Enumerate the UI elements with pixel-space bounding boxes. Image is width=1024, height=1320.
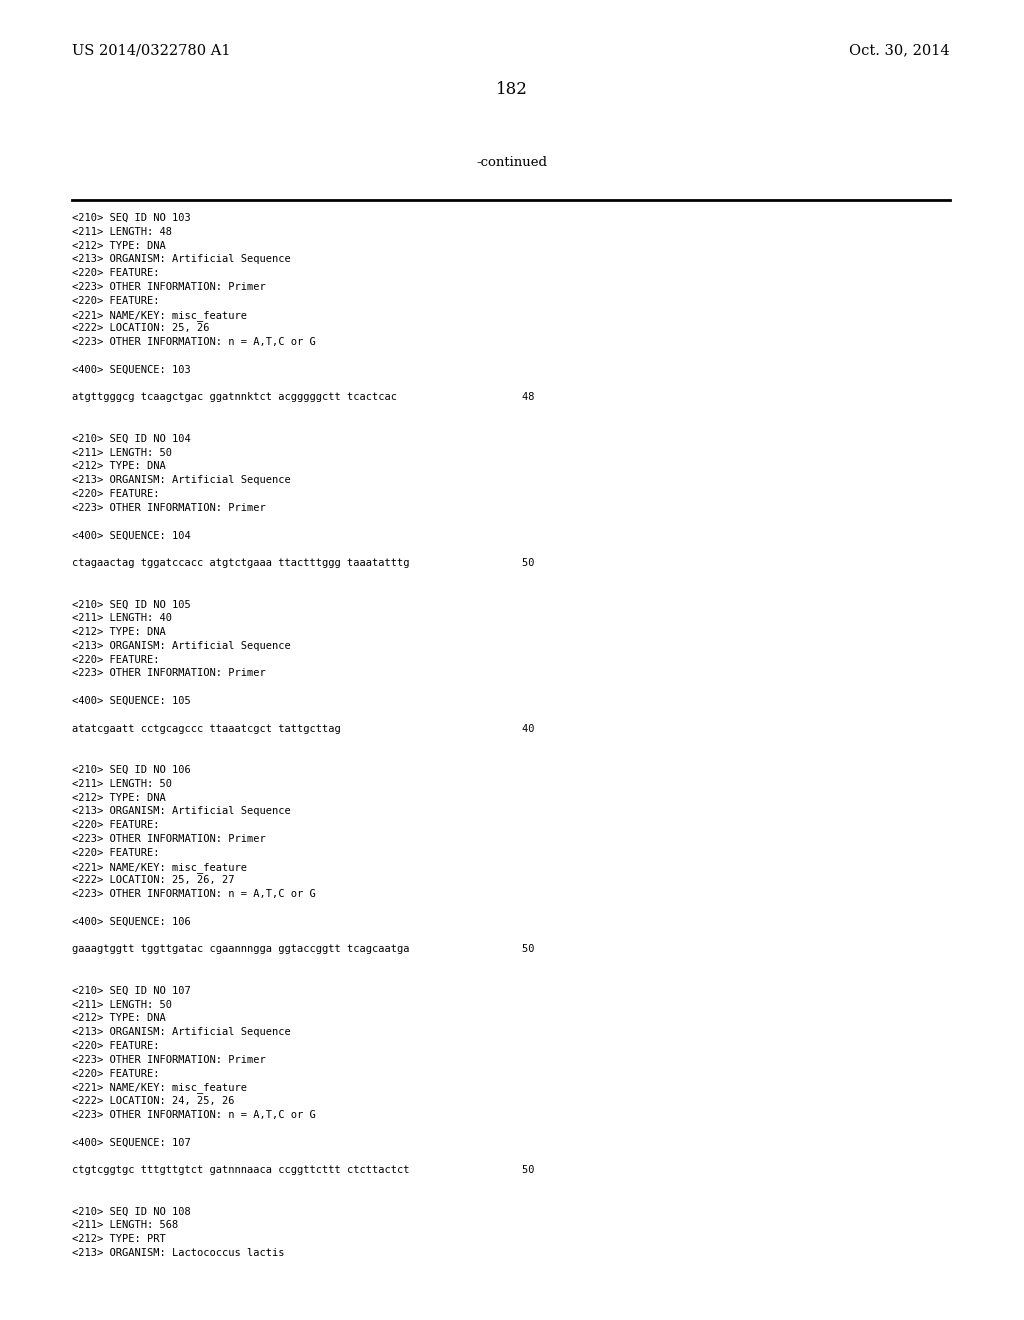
Text: <220> FEATURE:: <220> FEATURE: [72,847,160,858]
Text: <221> NAME/KEY: misc_feature: <221> NAME/KEY: misc_feature [72,310,247,321]
Text: atgttgggcg tcaagctgac ggatnnktct acgggggctt tcactcac                    48: atgttgggcg tcaagctgac ggatnnktct acggggg… [72,392,535,403]
Text: US 2014/0322780 A1: US 2014/0322780 A1 [72,44,230,57]
Text: <212> TYPE: DNA: <212> TYPE: DNA [72,240,166,251]
Text: <220> FEATURE:: <220> FEATURE: [72,488,160,499]
Text: <212> TYPE: PRT: <212> TYPE: PRT [72,1234,166,1245]
Text: <213> ORGANISM: Artificial Sequence: <213> ORGANISM: Artificial Sequence [72,640,291,651]
Text: <221> NAME/KEY: misc_feature: <221> NAME/KEY: misc_feature [72,862,247,873]
Text: <223> OTHER INFORMATION: Primer: <223> OTHER INFORMATION: Primer [72,834,266,843]
Text: <213> ORGANISM: Artificial Sequence: <213> ORGANISM: Artificial Sequence [72,475,291,486]
Text: <210> SEQ ID NO 108: <210> SEQ ID NO 108 [72,1206,190,1217]
Text: <223> OTHER INFORMATION: Primer: <223> OTHER INFORMATION: Primer [72,282,266,292]
Text: <220> FEATURE:: <220> FEATURE: [72,655,160,664]
Text: ctagaactag tggatccacc atgtctgaaa ttactttggg taaatatttg                  50: ctagaactag tggatccacc atgtctgaaa ttacttt… [72,558,535,568]
Text: <212> TYPE: DNA: <212> TYPE: DNA [72,627,166,638]
Text: <220> FEATURE:: <220> FEATURE: [72,820,160,830]
Text: <210> SEQ ID NO 106: <210> SEQ ID NO 106 [72,766,190,775]
Text: <211> LENGTH: 48: <211> LENGTH: 48 [72,227,172,236]
Text: <211> LENGTH: 50: <211> LENGTH: 50 [72,447,172,458]
Text: <222> LOCATION: 25, 26, 27: <222> LOCATION: 25, 26, 27 [72,875,234,886]
Text: <220> FEATURE:: <220> FEATURE: [72,296,160,306]
Text: -continued: -continued [476,157,548,169]
Text: <223> OTHER INFORMATION: Primer: <223> OTHER INFORMATION: Primer [72,503,266,512]
Text: <212> TYPE: DNA: <212> TYPE: DNA [72,462,166,471]
Text: Oct. 30, 2014: Oct. 30, 2014 [849,44,950,57]
Text: <400> SEQUENCE: 107: <400> SEQUENCE: 107 [72,1138,190,1147]
Text: <400> SEQUENCE: 104: <400> SEQUENCE: 104 [72,531,190,540]
Text: <211> LENGTH: 40: <211> LENGTH: 40 [72,614,172,623]
Text: <223> OTHER INFORMATION: Primer: <223> OTHER INFORMATION: Primer [72,1055,266,1065]
Text: <400> SEQUENCE: 105: <400> SEQUENCE: 105 [72,696,190,706]
Text: <210> SEQ ID NO 107: <210> SEQ ID NO 107 [72,986,190,995]
Text: <400> SEQUENCE: 106: <400> SEQUENCE: 106 [72,917,190,927]
Text: <400> SEQUENCE: 103: <400> SEQUENCE: 103 [72,364,190,375]
Text: <220> FEATURE:: <220> FEATURE: [72,1041,160,1051]
Text: <210> SEQ ID NO 105: <210> SEQ ID NO 105 [72,599,190,610]
Text: <212> TYPE: DNA: <212> TYPE: DNA [72,792,166,803]
Text: <220> FEATURE:: <220> FEATURE: [72,268,160,279]
Text: <211> LENGTH: 50: <211> LENGTH: 50 [72,779,172,789]
Text: <222> LOCATION: 24, 25, 26: <222> LOCATION: 24, 25, 26 [72,1096,234,1106]
Text: <220> FEATURE:: <220> FEATURE: [72,1069,160,1078]
Text: <213> ORGANISM: Artificial Sequence: <213> ORGANISM: Artificial Sequence [72,1027,291,1038]
Text: <223> OTHER INFORMATION: Primer: <223> OTHER INFORMATION: Primer [72,668,266,678]
Text: <210> SEQ ID NO 103: <210> SEQ ID NO 103 [72,213,190,223]
Text: <211> LENGTH: 568: <211> LENGTH: 568 [72,1221,178,1230]
Text: gaaagtggtt tggttgatac cgaannngga ggtaccggtt tcagcaatga                  50: gaaagtggtt tggttgatac cgaannngga ggtaccg… [72,944,535,954]
Text: ctgtcggtgc tttgttgtct gatnnnaaca ccggttcttt ctcttactct                  50: ctgtcggtgc tttgttgtct gatnnnaaca ccggttc… [72,1166,535,1175]
Text: <213> ORGANISM: Artificial Sequence: <213> ORGANISM: Artificial Sequence [72,255,291,264]
Text: <222> LOCATION: 25, 26: <222> LOCATION: 25, 26 [72,323,210,334]
Text: <223> OTHER INFORMATION: n = A,T,C or G: <223> OTHER INFORMATION: n = A,T,C or G [72,1110,315,1119]
Text: atatcgaatt cctgcagccc ttaaatcgct tattgcttag                             40: atatcgaatt cctgcagccc ttaaatcgct tattgct… [72,723,535,734]
Text: <223> OTHER INFORMATION: n = A,T,C or G: <223> OTHER INFORMATION: n = A,T,C or G [72,337,315,347]
Text: <221> NAME/KEY: misc_feature: <221> NAME/KEY: misc_feature [72,1082,247,1093]
Text: <211> LENGTH: 50: <211> LENGTH: 50 [72,999,172,1010]
Text: <223> OTHER INFORMATION: n = A,T,C or G: <223> OTHER INFORMATION: n = A,T,C or G [72,890,315,899]
Text: 182: 182 [496,82,528,99]
Text: <212> TYPE: DNA: <212> TYPE: DNA [72,1014,166,1023]
Text: <213> ORGANISM: Artificial Sequence: <213> ORGANISM: Artificial Sequence [72,807,291,816]
Text: <210> SEQ ID NO 104: <210> SEQ ID NO 104 [72,434,190,444]
Text: <213> ORGANISM: Lactococcus lactis: <213> ORGANISM: Lactococcus lactis [72,1247,285,1258]
